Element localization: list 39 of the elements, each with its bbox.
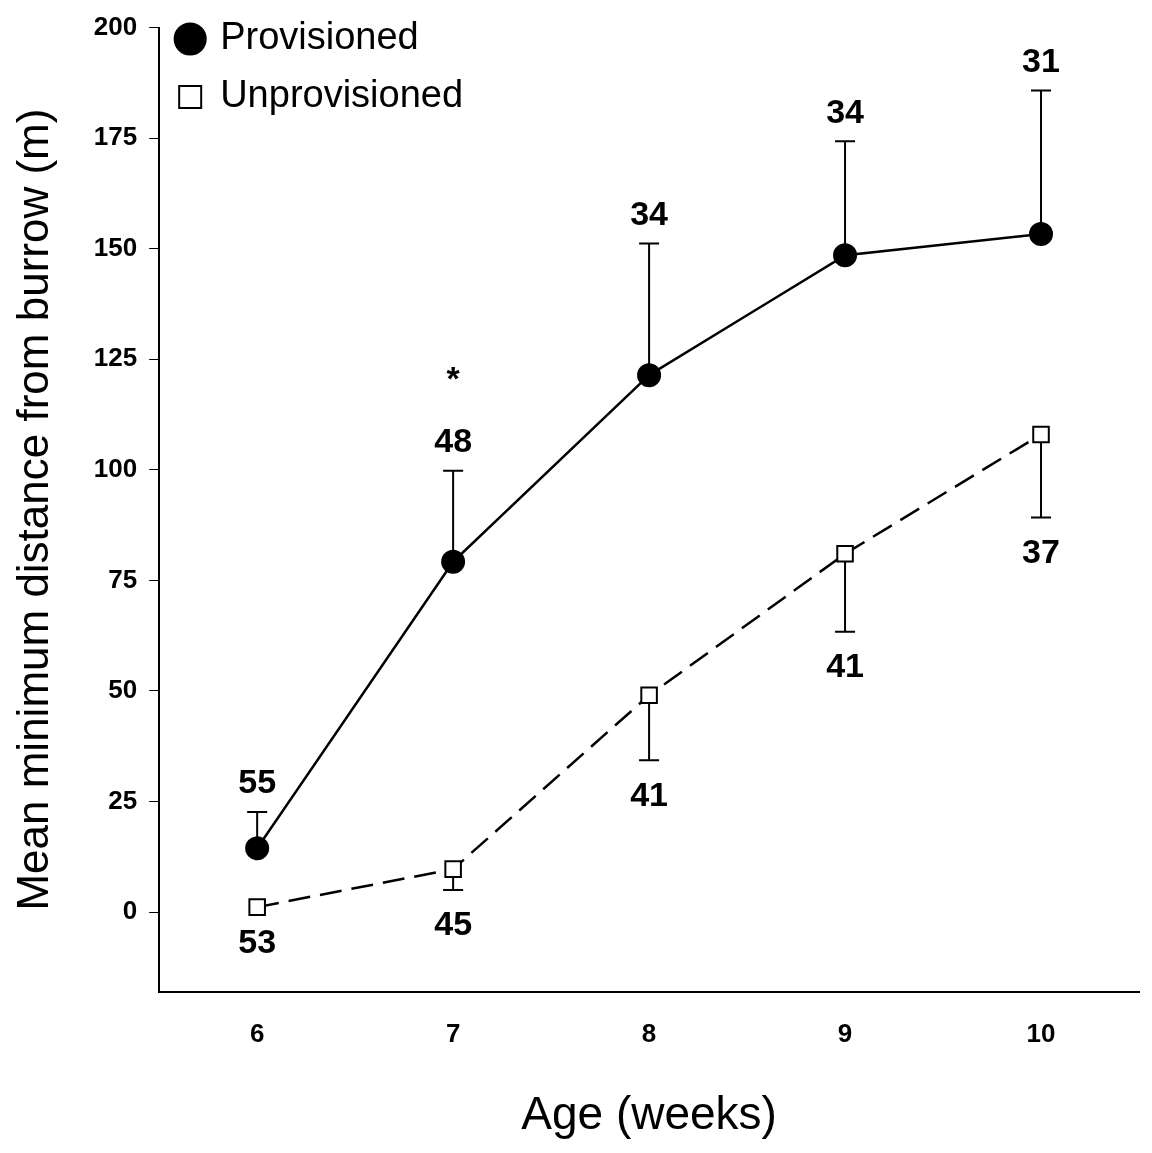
point — [640, 686, 658, 705]
x-tick-label: 10 — [1026, 1018, 1056, 1049]
legend-label: Unprovisioned — [220, 73, 464, 116]
annotation: 55 — [238, 762, 277, 801]
point — [441, 549, 466, 574]
point — [248, 898, 266, 916]
annotation: * — [446, 359, 461, 398]
annotation: 41 — [826, 646, 864, 685]
y-tick-label: 75 — [108, 563, 138, 594]
y-tick-label: 25 — [108, 784, 138, 815]
point — [1029, 222, 1054, 247]
point — [836, 545, 854, 563]
x-tick-label: 8 — [641, 1018, 657, 1049]
annotation: 31 — [1022, 40, 1060, 79]
point — [1032, 425, 1050, 444]
point — [833, 243, 858, 268]
y-tick-label: 125 — [93, 342, 138, 373]
point — [444, 860, 462, 878]
annotation: 48 — [434, 421, 473, 460]
y-axis-title: Mean minimum distance from burrow (m) — [7, 108, 57, 911]
y-tick-label: 150 — [93, 231, 138, 262]
x-axis-title: Age (weeks) — [521, 1087, 777, 1140]
annotation: 34 — [630, 193, 669, 232]
y-tick-label: 50 — [108, 674, 138, 705]
x-tick-label: 7 — [445, 1018, 461, 1049]
y-tick-label: 200 — [93, 10, 138, 41]
y-tick-label: 100 — [93, 452, 138, 483]
y-tick-label: 175 — [93, 121, 138, 152]
point — [245, 836, 270, 861]
annotation: 37 — [1022, 531, 1060, 570]
annotation: 34 — [826, 91, 865, 130]
y-tick-label: 0 — [122, 895, 138, 926]
legend-label: Provisioned — [220, 15, 419, 58]
point — [637, 363, 662, 388]
annotation: 41 — [630, 774, 668, 813]
x-tick-label: 9 — [837, 1018, 853, 1049]
annotation: 53 — [238, 921, 277, 960]
annotation: 45 — [434, 904, 473, 943]
x-tick-label: 6 — [249, 1018, 265, 1049]
